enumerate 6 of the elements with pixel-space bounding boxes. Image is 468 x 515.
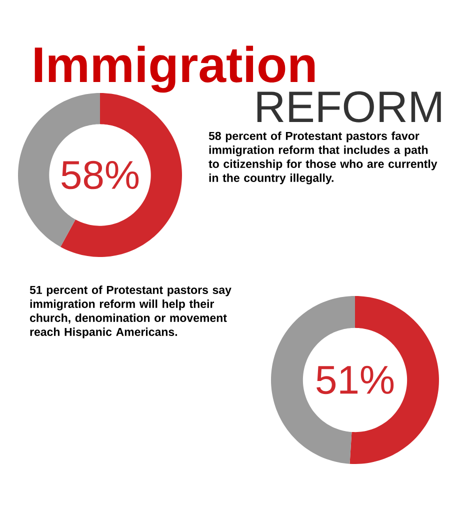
- chart-title: Immigration: [34, 46, 315, 93]
- text: 51 percent of Protestant pastors say immigration reform will help their church, denomination or movement reach Hispanic Americans.: [30, 286, 232, 338]
- text: REFORM: [257, 91, 441, 122]
- data-label: 51%: [316, 366, 394, 394]
- text: 58 percent of Protestant pastors favor immigration reform that includes a path to citizenship for those who are currently in the country illegally.: [208, 132, 438, 184]
- data-label: 58%: [62, 160, 139, 190]
